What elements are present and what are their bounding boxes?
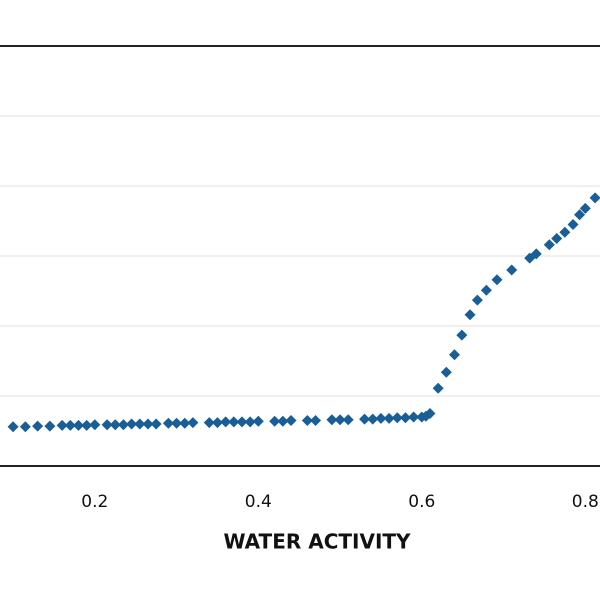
scatter-point xyxy=(134,418,146,430)
scatter-point xyxy=(448,349,460,361)
scatter-point xyxy=(506,264,518,276)
scatter-point xyxy=(432,382,444,394)
scatter-point xyxy=(391,412,403,424)
scatter-point xyxy=(101,419,113,431)
scatter-point xyxy=(72,419,84,431)
x-tick-label: 0.4 xyxy=(245,492,272,512)
scatter-point xyxy=(19,421,31,433)
scatter-point xyxy=(56,419,68,431)
x-tick-label: 0.2 xyxy=(81,492,108,512)
scatter-point xyxy=(203,417,215,429)
scatter-point xyxy=(269,415,281,427)
scatter-point xyxy=(109,419,121,431)
scatter-point xyxy=(440,366,452,378)
scatter-point xyxy=(359,413,371,425)
scatter-point xyxy=(574,209,586,221)
x-tick-label: 0.8 xyxy=(572,492,599,512)
scatter-point xyxy=(64,419,76,431)
scatter-point xyxy=(551,233,563,244)
scatter-point xyxy=(142,418,154,430)
scatter-point xyxy=(579,202,591,214)
scatter-point xyxy=(334,414,346,426)
scatter-point xyxy=(456,329,468,341)
scatter-point xyxy=(236,416,248,428)
scatter-point xyxy=(471,294,483,306)
scatter-point xyxy=(424,408,436,419)
scatter-point xyxy=(244,416,256,428)
x-axis-title: WATER ACTIVITY xyxy=(223,530,411,554)
scatter-point xyxy=(383,412,395,424)
scatter-point xyxy=(81,419,93,431)
scatter-point xyxy=(117,419,129,431)
scatter-point xyxy=(530,248,542,260)
scatter-point xyxy=(559,226,571,238)
scatter-point xyxy=(171,417,183,429)
scatter-point xyxy=(7,421,19,433)
scatter-point xyxy=(228,416,240,428)
scatter-point xyxy=(179,417,191,429)
scatter-point xyxy=(464,309,476,321)
scatter-point xyxy=(187,417,199,429)
scatter-point xyxy=(252,415,264,427)
scatter-point xyxy=(277,415,289,427)
scatter-point xyxy=(310,415,322,426)
scatter-point xyxy=(126,418,138,430)
scatter-point xyxy=(408,411,420,423)
scatter-point xyxy=(342,414,354,426)
scatter-point xyxy=(480,284,492,296)
scatter-point xyxy=(375,412,387,424)
scatter-point xyxy=(162,417,174,429)
scatter-point xyxy=(301,415,313,426)
scatter-point xyxy=(150,418,162,430)
scatter-point xyxy=(567,219,579,230)
scatter-point xyxy=(32,420,44,432)
scatter-point xyxy=(367,413,379,425)
x-tick-label: 0.6 xyxy=(408,492,435,512)
scatter-point xyxy=(44,420,56,432)
scatter-point xyxy=(589,192,600,204)
scatter-point xyxy=(543,239,555,251)
scatter-point xyxy=(326,414,338,426)
scatter-point xyxy=(285,415,297,426)
scatter-point xyxy=(211,417,223,429)
scatter-point xyxy=(491,274,503,286)
scatter-point xyxy=(399,412,411,424)
scatter-point xyxy=(220,416,232,428)
scatter-point xyxy=(89,419,101,431)
